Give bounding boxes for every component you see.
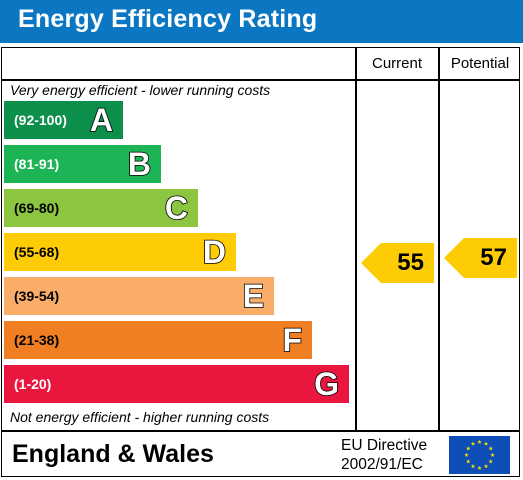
flag-star — [488, 446, 493, 451]
footer-divider — [1, 430, 520, 432]
band-letter: C — [164, 189, 189, 227]
band-letter: G — [313, 365, 339, 403]
band-d: (55-68) D — [4, 233, 236, 271]
caption-top: Very energy efficient - lower running co… — [10, 82, 271, 98]
flag-star — [477, 465, 482, 470]
rating-frame — [1, 47, 520, 477]
band-range-label: (21-38) — [14, 332, 60, 348]
potential-arrow-shape — [444, 238, 517, 278]
column-header-potential: Potential — [450, 55, 510, 72]
band-letter: B — [127, 145, 152, 183]
region-label: England & Wales — [12, 440, 214, 468]
band-b: (81-91) B — [4, 145, 161, 183]
page-title: Energy Efficiency Rating — [18, 5, 318, 33]
band-e: (39-54) E — [4, 277, 274, 315]
flag-star — [488, 459, 493, 464]
band-range-label: (55-68) — [14, 244, 60, 260]
flag-star — [490, 452, 495, 457]
potential-rating-arrow: 57 — [444, 238, 517, 278]
flag-star — [477, 439, 482, 444]
band-range-label: (81-91) — [14, 156, 60, 172]
flag-star — [466, 459, 471, 464]
band-g: (1-20) G — [4, 365, 349, 403]
band-letter: A — [89, 101, 114, 139]
band-letter: D — [202, 233, 227, 271]
band-range-label: (69-80) — [14, 200, 60, 216]
band-letter: E — [242, 277, 265, 315]
caption-bottom: Not energy efficient - higher running co… — [10, 409, 270, 425]
flag-star — [466, 446, 471, 451]
current-column-divider — [355, 47, 357, 431]
flag-star — [470, 463, 476, 469]
band-a: (92-100) A — [4, 101, 123, 139]
flag-star — [483, 441, 489, 446]
band-range-label: (1-20) — [14, 376, 52, 392]
current-rating-arrow: 55 — [361, 243, 434, 283]
directive-line-2: 2002/91/EC — [341, 456, 423, 473]
current-rating-value: 55 — [397, 249, 424, 276]
header-divider — [1, 79, 520, 81]
band-c: (69-80) C — [4, 189, 198, 227]
title-bar: Energy Efficiency Rating — [0, 0, 523, 43]
flag-star — [470, 441, 476, 446]
potential-column-divider — [438, 47, 440, 431]
flag-star — [483, 463, 489, 469]
eu-flag-icon — [449, 436, 510, 474]
eu-flag-stars — [464, 439, 495, 470]
potential-rating-value: 57 — [480, 244, 507, 271]
flag-star — [464, 452, 469, 457]
column-header-current: Current — [371, 55, 423, 72]
band-range-label: (92-100) — [14, 112, 67, 128]
directive-line-1: EU Directive — [341, 437, 428, 454]
band-f: (21-38) F — [4, 321, 312, 359]
band-range-label: (39-54) — [14, 288, 60, 304]
band-letter: F — [282, 321, 303, 359]
current-arrow-shape — [361, 243, 434, 283]
